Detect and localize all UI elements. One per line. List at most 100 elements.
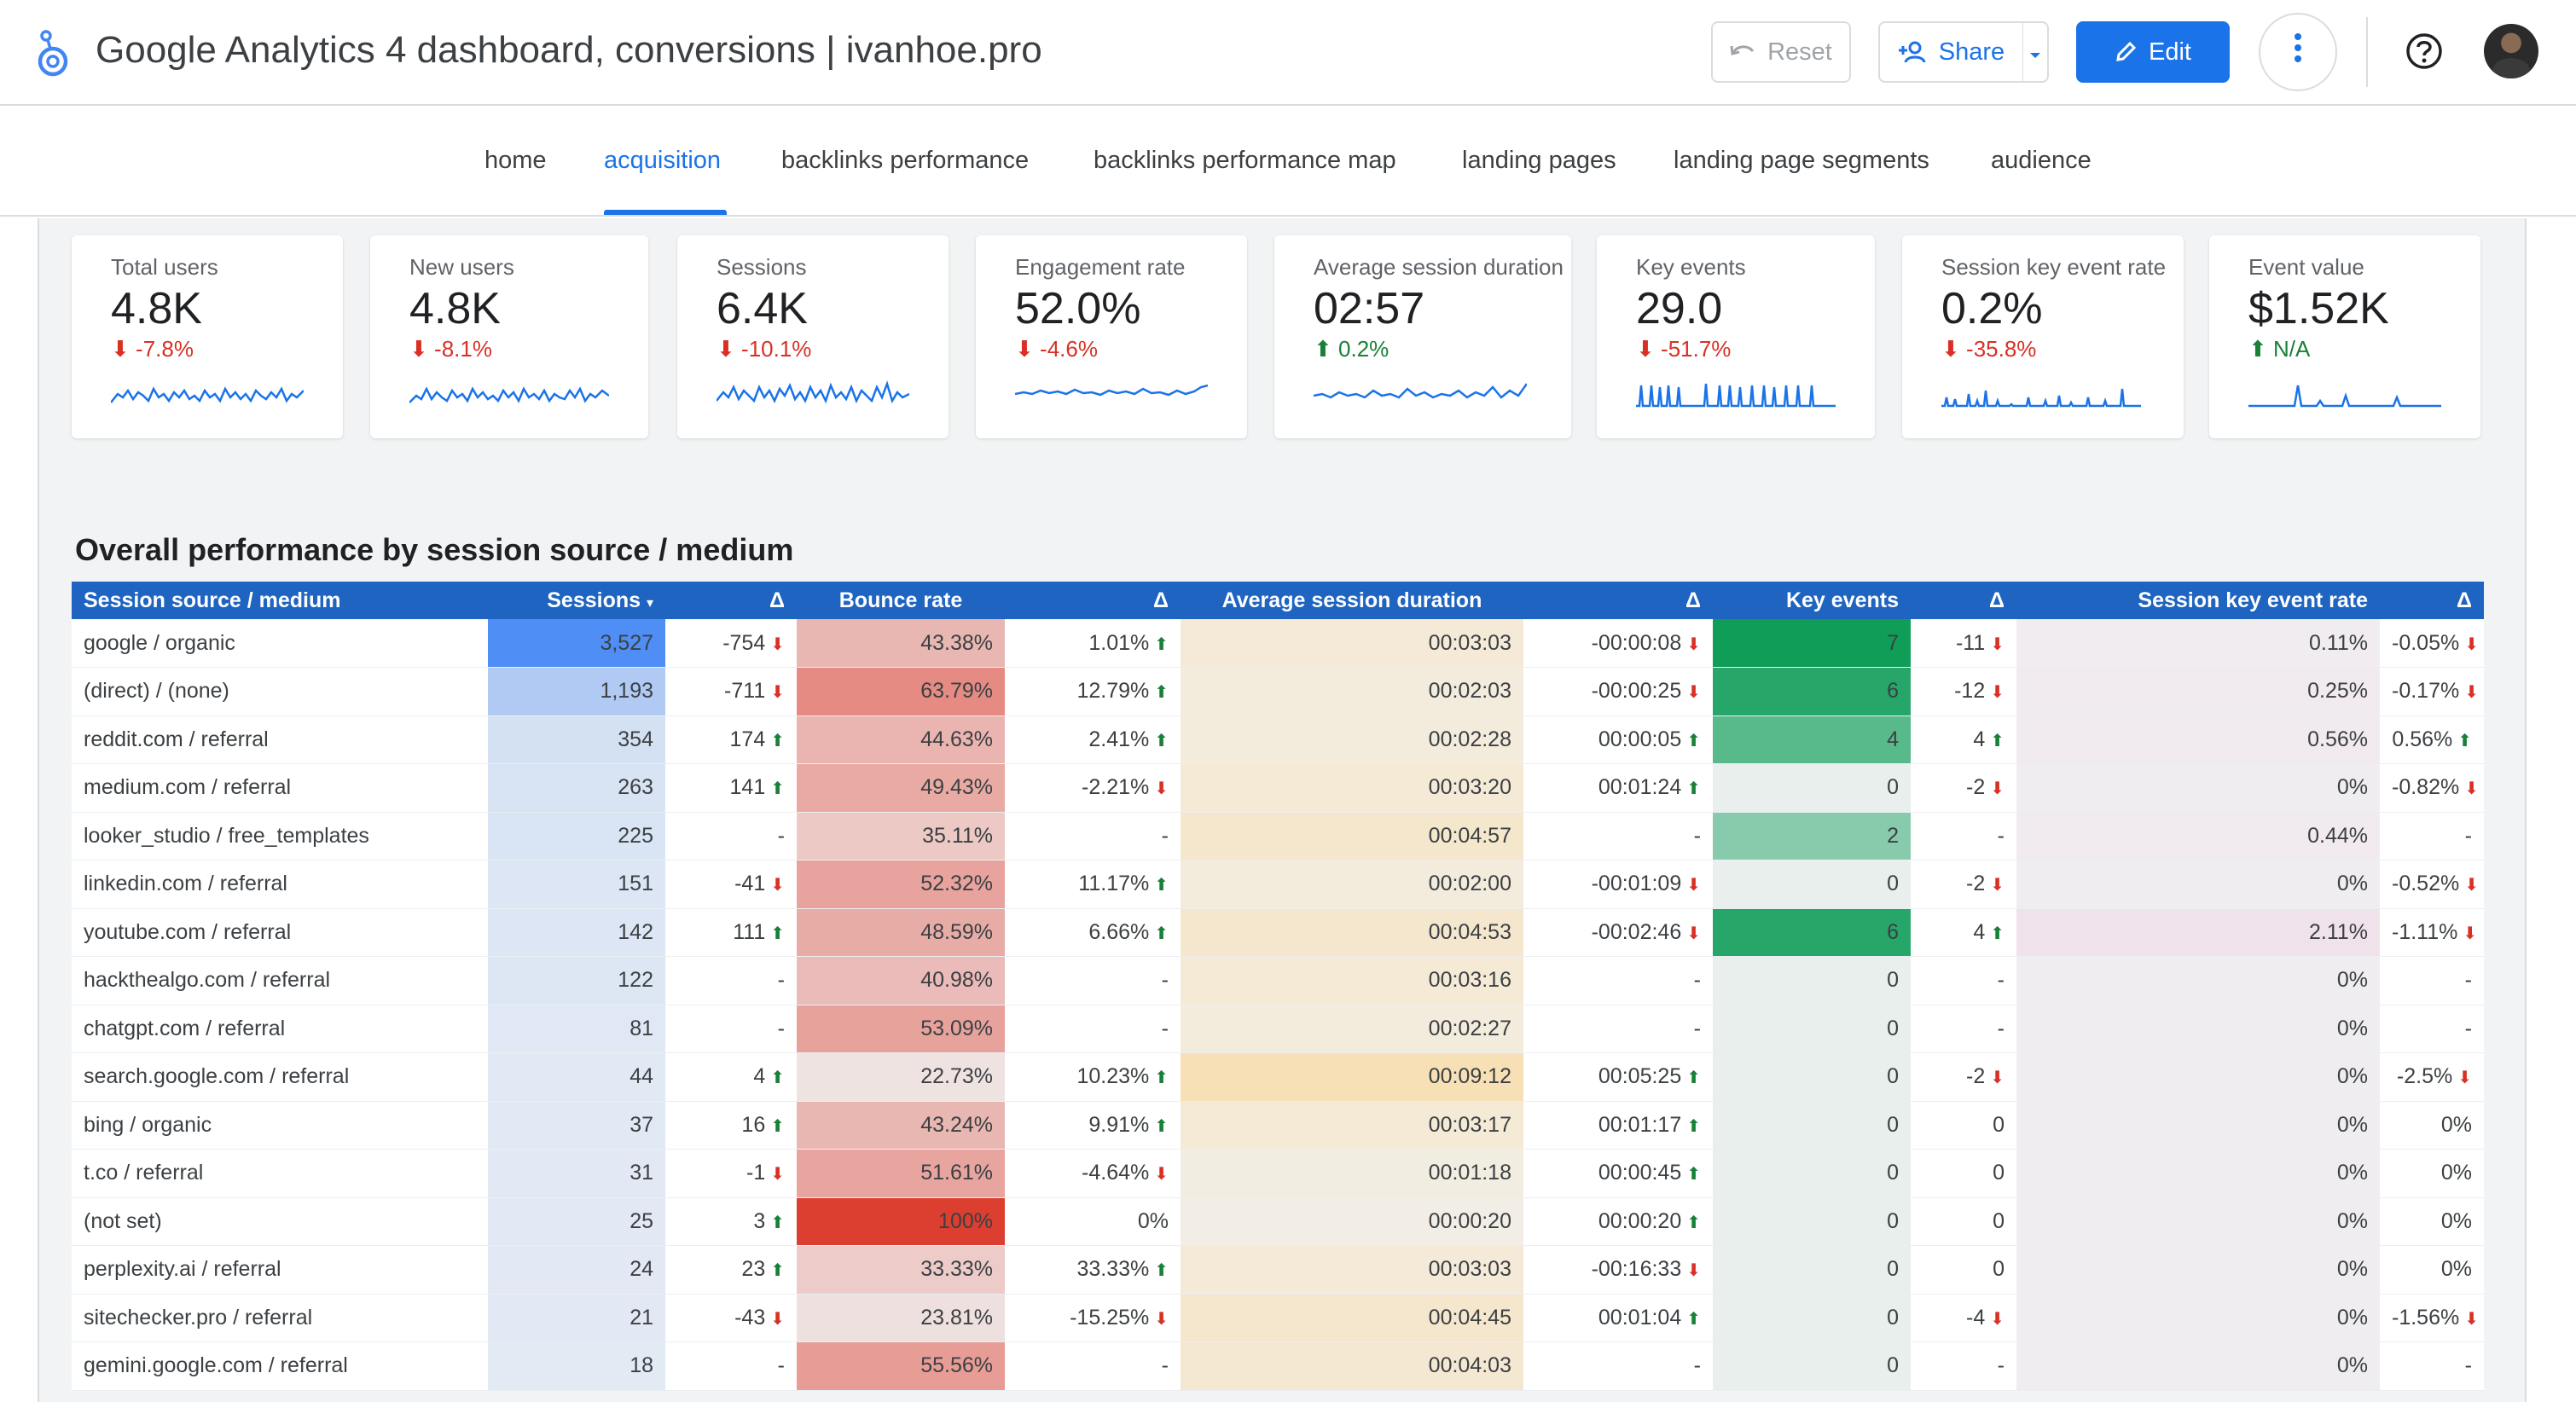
- cell-avg-duration: 00:00:20: [1181, 1197, 1523, 1246]
- scorecard-key-events[interactable]: Key events 29.0 ⬇︎ -51.7%: [1597, 235, 1875, 438]
- cell-bounce-rate: 33.33%: [797, 1245, 1005, 1295]
- cell-sessions-text: 1,193: [600, 679, 653, 704]
- table-row[interactable]: linkedin.com / referral 151 -41 ⬇︎ 52.32% 11.…: [72, 860, 2484, 909]
- sparkline: [1636, 383, 1836, 408]
- column-header-bounce-rate[interactable]: Bounce rate: [797, 582, 1005, 619]
- cell-source: gemini.google.com / referral: [72, 1341, 488, 1391]
- tab-audience[interactable]: audience: [1991, 147, 2092, 174]
- cell-key-event-rate-text: 0.56%: [2307, 727, 2368, 751]
- tab-home[interactable]: home: [484, 147, 547, 174]
- tab-backlinks-performance-map[interactable]: backlinks performance map: [1094, 147, 1396, 174]
- cell-sessions-text: 25: [629, 1208, 653, 1233]
- tab-acquisition[interactable]: acquisition: [604, 147, 722, 174]
- scorecard-new-users[interactable]: New users 4.8K ⬇︎ -8.1%: [370, 235, 648, 438]
- table-row[interactable]: (direct) / (none) 1,193 -711 ⬇︎ 63.79% 12.79%…: [72, 667, 2484, 716]
- share-button[interactable]: Share: [1878, 21, 2023, 83]
- table-row[interactable]: google / organic 3,527 -754 ⬇︎ 43.38% 1.01% ⬆︎…: [72, 619, 2484, 668]
- cell-bounce-rate-text: 100%: [938, 1208, 993, 1233]
- cell-avg-duration-text: 00:09:12: [1428, 1064, 1511, 1089]
- more-options-button[interactable]: [2259, 13, 2337, 91]
- cell-sessions: 3,527: [488, 619, 665, 668]
- scorecard-average-session-duration[interactable]: Average session duration 02:57 ⬆︎ 0.2%: [1274, 235, 1571, 438]
- cell-avg-duration: 00:02:27: [1181, 1005, 1523, 1053]
- cell-key-event-rate-text: 0%: [2336, 872, 2368, 896]
- cell-rate-delta: -: [2380, 1005, 2484, 1053]
- help-icon[interactable]: [2405, 32, 2443, 70]
- cell-rate-delta: 0%: [2380, 1197, 2484, 1246]
- cell-bounce-rate: 35.11%: [797, 812, 1005, 860]
- sparkline: [717, 380, 909, 404]
- column-header-bounce-delta[interactable]: Δ: [1005, 582, 1181, 619]
- scorecard-event-value[interactable]: Event value $1.52K ⬆︎ N/A: [2209, 235, 2480, 438]
- cell-bounce-delta-text: 11.17%: [1078, 872, 1150, 896]
- cell-bounce-rate-text: 51.61%: [920, 1161, 993, 1185]
- cell-key-events-delta-text: -: [1997, 968, 2005, 993]
- table-row[interactable]: looker_studio / free_templates 225 - 35.11%…: [72, 812, 2484, 860]
- cell-sessions-delta-text: -: [777, 1016, 785, 1040]
- cell-rate-delta-text: -0.82%: [2392, 775, 2460, 800]
- column-header-avg-duration[interactable]: Average session duration: [1181, 582, 1523, 619]
- table-row[interactable]: t.co / referral 31 -1 ⬇︎ 51.61% -4.64% ⬇︎ 00:01…: [72, 1149, 2484, 1198]
- column-header-sessions-delta[interactable]: Δ: [665, 582, 797, 619]
- cell-bounce-delta-text: 12.79%: [1076, 679, 1150, 704]
- tab-landing-page-segments[interactable]: landing page segments: [1674, 147, 1929, 174]
- column-header-key-event-rate[interactable]: Session key event rate: [2016, 582, 2380, 619]
- scorecard-sessions[interactable]: Sessions 6.4K ⬇︎ -10.1%: [677, 235, 949, 438]
- table-row[interactable]: sitechecker.pro / referral 21 -43 ⬇︎ 23.81% -…: [72, 1294, 2484, 1342]
- table-row[interactable]: perplexity.ai / referral 24 23 ⬆︎ 33.33% 33.3…: [72, 1245, 2484, 1295]
- arrow-up-icon: ⬆︎: [1154, 876, 1169, 895]
- column-header-source[interactable]: Session source / medium: [72, 582, 488, 619]
- cell-bounce-delta: 33.33% ⬆︎: [1005, 1245, 1181, 1295]
- cell-key-events-text: 0: [1887, 968, 1899, 993]
- arrow-down-icon: ⬇︎: [1686, 924, 1701, 943]
- table-row[interactable]: medium.com / referral 263 141 ⬆︎ 49.43% -2.21…: [72, 763, 2484, 813]
- cell-sessions: 21: [488, 1294, 665, 1342]
- cell-source-text: hackthealgo.com / referral: [84, 968, 331, 993]
- tab-landing-pages[interactable]: landing pages: [1462, 147, 1616, 174]
- cell-bounce-delta: -: [1005, 1005, 1181, 1053]
- cell-sessions: 354: [488, 715, 665, 764]
- arrow-down-icon: ⬇︎: [770, 683, 785, 703]
- table-row[interactable]: chatgpt.com / referral 81 - 53.09% - 00:02:27…: [72, 1005, 2484, 1053]
- cell-duration-delta-text: -: [1693, 1353, 1701, 1378]
- cell-key-events: 0: [1713, 860, 1911, 909]
- arrow-down-icon: ⬇︎: [2457, 1069, 2472, 1088]
- cell-bounce-delta: 9.91% ⬆︎: [1005, 1101, 1181, 1150]
- scorecard-value: 4.8K: [409, 284, 501, 333]
- arrow-up-icon: ⬆︎: [1154, 634, 1169, 654]
- table-row[interactable]: youtube.com / referral 142 111 ⬆︎ 48.59% 6.66…: [72, 908, 2484, 957]
- table-row[interactable]: reddit.com / referral 354 174 ⬆︎ 44.63% 2.41%…: [72, 715, 2484, 764]
- cell-bounce-rate-text: 49.43%: [920, 775, 993, 800]
- cell-avg-duration-text: 00:01:18: [1428, 1161, 1511, 1185]
- column-header-key-events-delta[interactable]: Δ: [1911, 582, 2016, 619]
- report-title[interactable]: Google Analytics 4 dashboard, conversion…: [96, 29, 1042, 71]
- scorecard-label: New users: [409, 254, 514, 280]
- column-header-key-events[interactable]: Key events: [1713, 582, 1911, 619]
- scorecard-session-key-event-rate[interactable]: Session key event rate 0.2% ⬇︎ -35.8%: [1902, 235, 2184, 438]
- table-row[interactable]: search.google.com / referral 44 4 ⬆︎ 22.73% 1…: [72, 1052, 2484, 1102]
- cell-duration-delta: 00:00:45 ⬆︎: [1523, 1149, 1713, 1198]
- edit-button[interactable]: Edit: [2076, 21, 2230, 83]
- looker-studio-logo-icon[interactable]: [34, 29, 72, 78]
- cell-avg-duration: 00:03:16: [1181, 956, 1523, 1005]
- arrow-up-icon: ⬆︎: [2457, 731, 2472, 750]
- share-dropdown-button[interactable]: [2023, 21, 2049, 83]
- table-row[interactable]: (not set) 25 3 ⬆︎ 100% 0% 00:00:20 00:00:20 ⬆︎ 0 0…: [72, 1197, 2484, 1246]
- column-header-rate-delta[interactable]: Δ: [2380, 582, 2484, 619]
- table-row[interactable]: hackthealgo.com / referral 122 - 40.98% - 00:…: [72, 956, 2484, 1005]
- arrow-up-icon: ⬆︎: [770, 779, 785, 799]
- table-row[interactable]: gemini.google.com / referral 18-55.56% -00…: [72, 1341, 2484, 1391]
- cell-rate-delta: -0.05% ⬇︎: [2380, 619, 2484, 668]
- scorecard-engagement-rate[interactable]: Engagement rate 52.0% ⬇︎ -4.6%: [976, 235, 1247, 438]
- scorecard-total-users[interactable]: Total users 4.8K ⬇︎ -7.8%: [72, 235, 343, 438]
- column-header-sessions[interactable]: Sessions ▾: [488, 582, 665, 619]
- user-avatar[interactable]: [2484, 24, 2538, 78]
- cell-key-events: 0: [1713, 1149, 1911, 1198]
- table-row[interactable]: bing / organic 37 16 ⬆︎ 43.24% 9.91% ⬆︎ 00:03:1…: [72, 1101, 2484, 1150]
- tab-backlinks-performance[interactable]: backlinks performance: [781, 147, 1030, 174]
- reset-button[interactable]: Reset: [1711, 21, 1851, 83]
- arrow-up-icon: ⬆︎: [1154, 731, 1169, 750]
- cell-duration-delta: -00:02:46 ⬇︎: [1523, 908, 1713, 957]
- scorecard-value: $1.52K: [2248, 284, 2389, 333]
- column-header-duration-delta[interactable]: Δ: [1523, 582, 1713, 619]
